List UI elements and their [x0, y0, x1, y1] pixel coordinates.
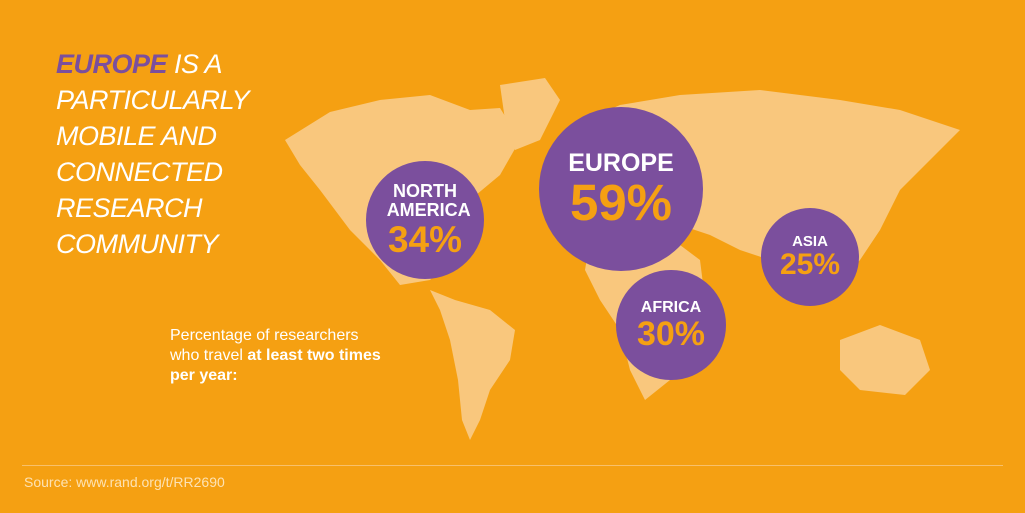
bubble: NORTH AMERICA 34%: [366, 161, 484, 279]
source: Source: www.rand.org/t/RR2690: [24, 474, 225, 490]
divider: [22, 465, 1003, 466]
subtitle-bold: at least two times per year:: [170, 347, 381, 384]
bubble: AFRICA 30%: [616, 270, 726, 380]
bubble-label: EUROPE: [568, 148, 674, 177]
bubble: EUROPE 59%: [539, 107, 703, 271]
bubble-value: 30%: [636, 314, 706, 353]
subtitle: Percentage of researchers who travel at …: [170, 326, 390, 386]
title-text: IS A PARTICULARLY MOBILE AND CONNECTED R…: [56, 49, 249, 259]
subtitle-text: Percentage of researchers who travel: [170, 327, 359, 364]
bubble-value: 34%: [387, 219, 463, 261]
bubble-label: AFRICA: [640, 299, 702, 317]
bubble-value: 25%: [779, 248, 840, 282]
title: EUROPE IS A PARTICULARLY MOBILE AND CONN…: [56, 46, 256, 262]
title-highlight: EUROPE: [56, 49, 168, 79]
bubble: ASIA 25%: [761, 208, 859, 306]
bubble-label: NORTH AMERICA: [386, 180, 471, 221]
bubble-value: 59%: [569, 174, 673, 232]
bubble-label: ASIA: [792, 232, 828, 250]
